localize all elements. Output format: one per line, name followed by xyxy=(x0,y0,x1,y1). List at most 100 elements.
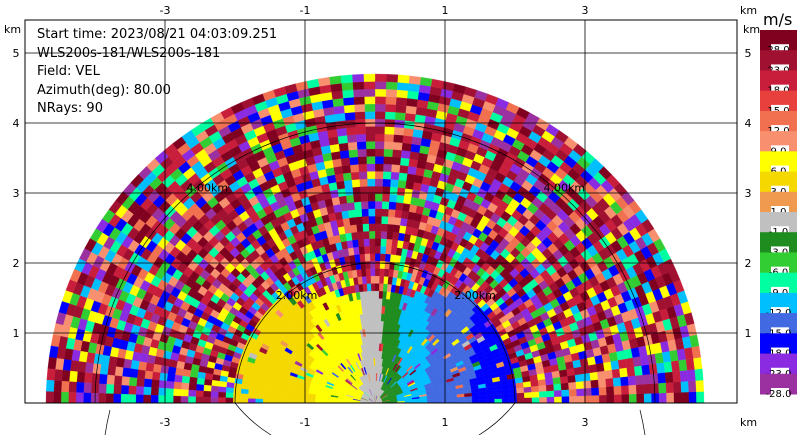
scan-info: Start time: 2023/08/21 04:03:09.251 WLS2… xyxy=(37,26,277,119)
velocity-bin xyxy=(612,377,622,387)
velocity-bin xyxy=(559,375,569,384)
velocity-bin xyxy=(395,97,408,106)
colorbar-label-bg xyxy=(771,266,789,278)
velocity-bin xyxy=(105,384,115,395)
velocity-bin xyxy=(189,370,199,379)
velocity-bin xyxy=(352,186,361,195)
velocity-bin xyxy=(379,275,385,284)
velocity-bin xyxy=(398,225,407,234)
velocity-bin xyxy=(378,290,383,299)
velocity-bin xyxy=(567,374,576,383)
velocity-bin xyxy=(340,74,353,84)
velocity-bin xyxy=(379,253,386,262)
velocity-bin xyxy=(387,216,395,225)
velocity-bin xyxy=(225,392,234,399)
velocity-bin xyxy=(374,298,379,307)
velocity-bin xyxy=(270,395,279,400)
colorbar-label-bg xyxy=(771,104,789,116)
velocity-bin xyxy=(83,382,92,394)
velocity-bin xyxy=(168,359,178,369)
velocity-bin xyxy=(374,133,385,142)
velocity-bin xyxy=(591,387,600,396)
instrument-text: WLS200s-181/WLS200s-181 xyxy=(37,45,221,61)
colorbar-label-bg xyxy=(771,226,789,238)
velocity-bin xyxy=(359,253,366,262)
velocity-bin xyxy=(123,358,133,369)
velocity-bin xyxy=(619,367,629,378)
velocity-bin xyxy=(642,373,652,385)
velocity-bin xyxy=(401,142,412,152)
velocity-bin xyxy=(300,397,309,401)
velocity-bin xyxy=(344,187,354,196)
velocity-bin xyxy=(344,111,356,121)
velocity-bin xyxy=(381,193,390,202)
y-tick-label-left: 2 xyxy=(13,257,20,270)
velocity-bin xyxy=(331,90,344,100)
velocity-bin xyxy=(374,156,384,165)
velocity-bin xyxy=(69,370,78,383)
velocity-bin xyxy=(182,369,192,378)
velocity-bin xyxy=(531,391,540,398)
velocity-bin xyxy=(405,105,417,115)
velocity-bin xyxy=(202,396,211,404)
velocity-bin xyxy=(598,386,607,396)
velocity-bin xyxy=(397,74,410,84)
velocity-bin xyxy=(370,275,376,284)
velocity-bin xyxy=(403,188,413,197)
velocity-bin xyxy=(364,260,371,269)
colorbar-label-bg xyxy=(771,84,789,96)
velocity-bin xyxy=(113,375,123,386)
velocity-bin xyxy=(359,178,368,187)
velocity-bin xyxy=(218,380,228,388)
velocity-bin xyxy=(384,126,395,135)
velocity-bin xyxy=(336,127,348,137)
velocity-bin xyxy=(173,388,182,397)
velocity-bin xyxy=(334,173,344,183)
velocity-bin xyxy=(355,216,363,225)
velocity-bin xyxy=(262,395,271,400)
velocity-bin xyxy=(374,88,387,97)
velocity-bin xyxy=(353,201,362,210)
velocity-bin xyxy=(255,398,264,404)
velocity-bin xyxy=(366,283,372,292)
velocity-bin xyxy=(355,126,366,135)
velocity-bin xyxy=(382,171,392,180)
y-tick-label-right: 2 xyxy=(745,257,752,270)
velocity-bin xyxy=(378,283,384,292)
velocity-bin xyxy=(370,268,376,277)
velocity-bin xyxy=(628,393,637,404)
velocity-bin xyxy=(368,215,376,224)
velocity-bin xyxy=(407,83,420,93)
x-tick-label-bottom: -3 xyxy=(160,416,171,429)
velocity-bin xyxy=(552,376,562,385)
velocity-bin xyxy=(365,133,376,142)
velocity-bin xyxy=(180,382,190,391)
velocity-bin xyxy=(342,89,354,99)
velocity-bin xyxy=(377,313,382,322)
velocity-bin xyxy=(114,366,124,377)
grid-lines xyxy=(25,20,737,403)
velocity-bin xyxy=(508,387,517,394)
velocity-bin xyxy=(277,399,286,404)
velocity-bin xyxy=(516,392,525,399)
velocity-bin xyxy=(343,104,355,114)
velocity-bin xyxy=(181,375,191,384)
velocity-bin xyxy=(374,343,378,351)
velocity-bin xyxy=(317,77,331,87)
velocity-bin xyxy=(382,290,387,300)
velocity-bin xyxy=(393,126,405,136)
colorbar-label-bg xyxy=(771,185,789,197)
velocity-bin xyxy=(405,180,415,190)
velocity-bin xyxy=(589,371,599,381)
range-ring-label: 4.00km xyxy=(187,181,229,194)
velocity-bin xyxy=(360,193,369,202)
velocity-bin xyxy=(349,156,359,166)
velocity-bin xyxy=(398,172,408,182)
velocity-bin xyxy=(370,283,376,292)
velocity-bin xyxy=(356,133,367,143)
velocity-bin xyxy=(362,230,370,240)
velocity-bin xyxy=(188,376,198,385)
velocity-bin xyxy=(369,245,376,254)
velocity-bin xyxy=(539,396,548,404)
velocity-bin xyxy=(568,381,577,390)
